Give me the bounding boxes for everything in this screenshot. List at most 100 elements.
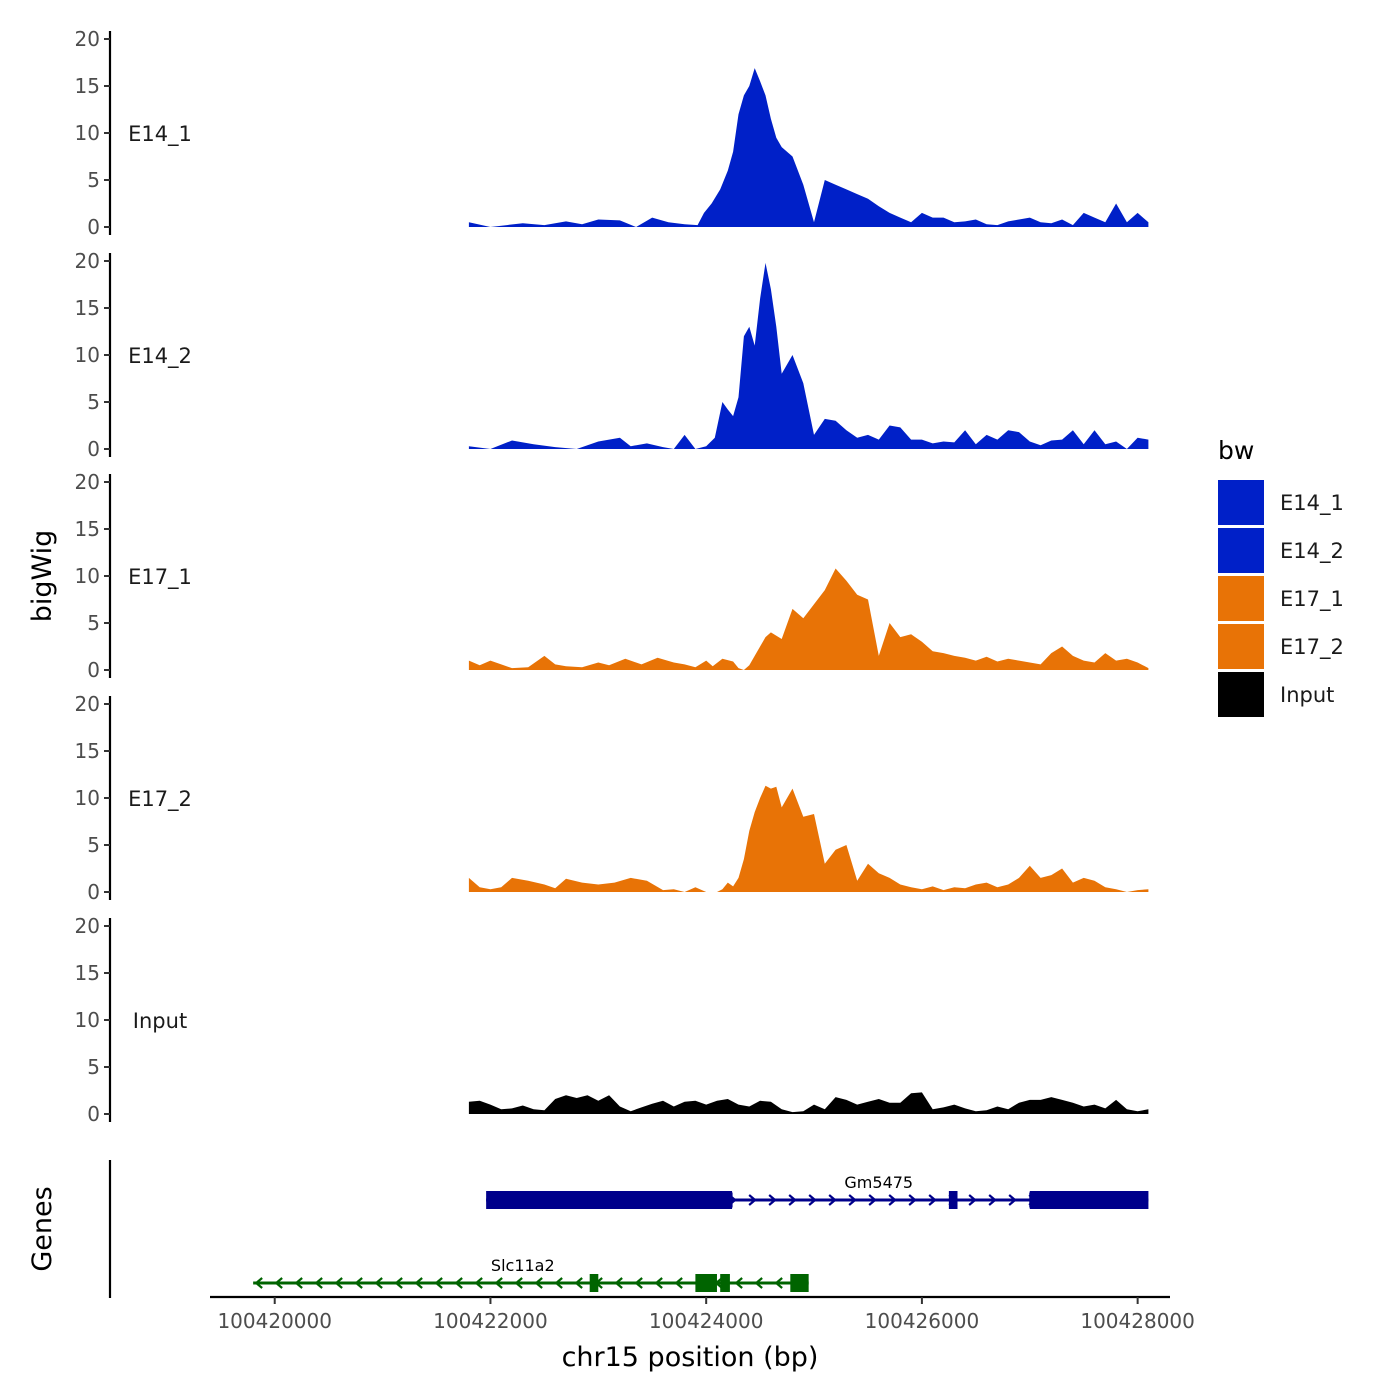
strand-chevron xyxy=(614,1277,623,1289)
x-tick-label: 100426000 xyxy=(865,1309,980,1333)
track-panel-E14_1: 0 5 10 15 20 E14_1 xyxy=(75,27,1149,239)
series-area-E17_2 xyxy=(468,785,1149,892)
legend-label-E14_1: E14_1 xyxy=(1280,491,1344,516)
strand-chevron xyxy=(748,1194,757,1206)
strand-chevron xyxy=(888,1194,897,1206)
strand-chevron xyxy=(774,1277,783,1289)
series-area-E14_1 xyxy=(468,68,1149,227)
strand-chevron xyxy=(754,1277,763,1289)
strand-chevron xyxy=(254,1277,263,1289)
strand-chevron xyxy=(494,1277,503,1289)
y-tick-label: 0 xyxy=(87,658,100,682)
y-tick-label: 10 xyxy=(75,343,100,367)
strand-chevron xyxy=(788,1194,797,1206)
y-tick-label: 10 xyxy=(75,1008,100,1032)
strand-chevron xyxy=(534,1277,543,1289)
track-label: E17_1 xyxy=(128,565,192,590)
gene-Slc11a2: Slc11a2 xyxy=(253,1256,809,1292)
y-axis-title: bigWig xyxy=(27,530,58,623)
y-tick-label: 5 xyxy=(87,611,100,635)
track-panel-Input: 0 5 10 15 20 Input xyxy=(75,914,1149,1126)
y-tick-label: 5 xyxy=(87,390,100,414)
strand-chevron xyxy=(454,1277,463,1289)
track-label: Input xyxy=(133,1009,187,1033)
strand-chevron xyxy=(414,1277,423,1289)
y-tick-label: 0 xyxy=(87,437,100,461)
y-tick-label: 10 xyxy=(75,786,100,810)
strand-chevron xyxy=(274,1277,283,1289)
y-tick-label: 20 xyxy=(75,914,100,938)
strand-chevron xyxy=(314,1277,323,1289)
strand-chevron xyxy=(474,1277,483,1289)
gene-exon xyxy=(948,1191,958,1209)
legend-swatch-E17_1 xyxy=(1218,576,1264,621)
strand-chevron xyxy=(908,1194,917,1206)
strand-chevron xyxy=(734,1277,743,1289)
y-tick-label: 5 xyxy=(87,1055,100,1079)
x-tick-label: 100422000 xyxy=(433,1309,548,1333)
legend-label-E14_2: E14_2 xyxy=(1280,539,1344,564)
strand-chevron xyxy=(1008,1194,1017,1206)
y-tick-label: 20 xyxy=(75,470,100,494)
y-tick-label: 5 xyxy=(87,833,100,857)
strand-chevron xyxy=(654,1277,663,1289)
strand-chevron xyxy=(848,1194,857,1206)
genes-axis-title: Genes xyxy=(27,1186,58,1271)
legend-swatch-Input xyxy=(1218,672,1264,717)
strand-chevron xyxy=(674,1277,683,1289)
gene-exon xyxy=(695,1274,717,1292)
strand-chevron xyxy=(334,1277,343,1289)
legend: bw E14_1 E14_2 E17_1 E17_2 Input xyxy=(1218,436,1344,717)
strand-chevron xyxy=(868,1194,877,1206)
gene-cds xyxy=(1029,1192,1085,1208)
strand-chevron xyxy=(768,1194,777,1206)
strand-chevron xyxy=(394,1277,403,1289)
strand-chevron xyxy=(828,1194,837,1206)
legend-label-E17_2: E17_2 xyxy=(1280,635,1344,660)
strand-chevron xyxy=(928,1194,937,1206)
gene-Gm5475: Gm5475 xyxy=(486,1173,1149,1209)
strand-chevron xyxy=(574,1277,583,1289)
x-tick-label: 100428000 xyxy=(1080,1309,1195,1333)
series-area-E14_2 xyxy=(468,262,1149,449)
legend-label-E17_1: E17_1 xyxy=(1280,587,1344,612)
strand-chevron xyxy=(514,1277,523,1289)
strand-chevron xyxy=(634,1277,643,1289)
track-panel-E17_2: 0 5 10 15 20 E17_2 xyxy=(75,692,1149,904)
gene-exon xyxy=(790,1274,809,1292)
gene-exon xyxy=(720,1274,730,1292)
y-tick-label: 0 xyxy=(87,1102,100,1126)
y-tick-label: 20 xyxy=(75,27,100,51)
y-tick-label: 0 xyxy=(87,215,100,239)
x-tick-label: 100420000 xyxy=(217,1309,332,1333)
y-tick-label: 15 xyxy=(75,74,100,98)
y-tick-label: 15 xyxy=(75,961,100,985)
strand-chevron xyxy=(968,1194,977,1206)
strand-chevron xyxy=(808,1194,817,1206)
x-tick-label: 100424000 xyxy=(649,1309,764,1333)
track-label: E14_2 xyxy=(128,344,192,369)
legend-swatch-E14_2 xyxy=(1218,528,1264,573)
track-panel-E14_2: 0 5 10 15 20 E14_2 xyxy=(75,249,1149,461)
gene-cds xyxy=(587,1192,733,1208)
track-label: E14_1 xyxy=(128,122,192,147)
x-axis-title: chr15 position (bp) xyxy=(562,1342,819,1373)
strand-chevron xyxy=(434,1277,443,1289)
strand-chevron xyxy=(554,1277,563,1289)
y-tick-label: 20 xyxy=(75,249,100,273)
track-panels: 0 5 10 15 20 E14_1 0 5 10 15 20 E14_2 0 5 10 15 20 E17_1 0… xyxy=(75,27,1149,1126)
y-tick-label: 20 xyxy=(75,692,100,716)
y-tick-label: 10 xyxy=(75,121,100,145)
strand-chevron xyxy=(354,1277,363,1289)
strand-chevron xyxy=(294,1277,303,1289)
y-tick-label: 0 xyxy=(87,880,100,904)
strand-chevron xyxy=(374,1277,383,1289)
y-tick-label: 15 xyxy=(75,296,100,320)
gene-exon xyxy=(589,1274,599,1292)
gene-label: Slc11a2 xyxy=(491,1256,555,1275)
series-area-Input xyxy=(468,1092,1149,1114)
strand-chevron xyxy=(988,1194,997,1206)
track-label: E17_2 xyxy=(128,787,192,812)
y-tick-label: 15 xyxy=(75,517,100,541)
